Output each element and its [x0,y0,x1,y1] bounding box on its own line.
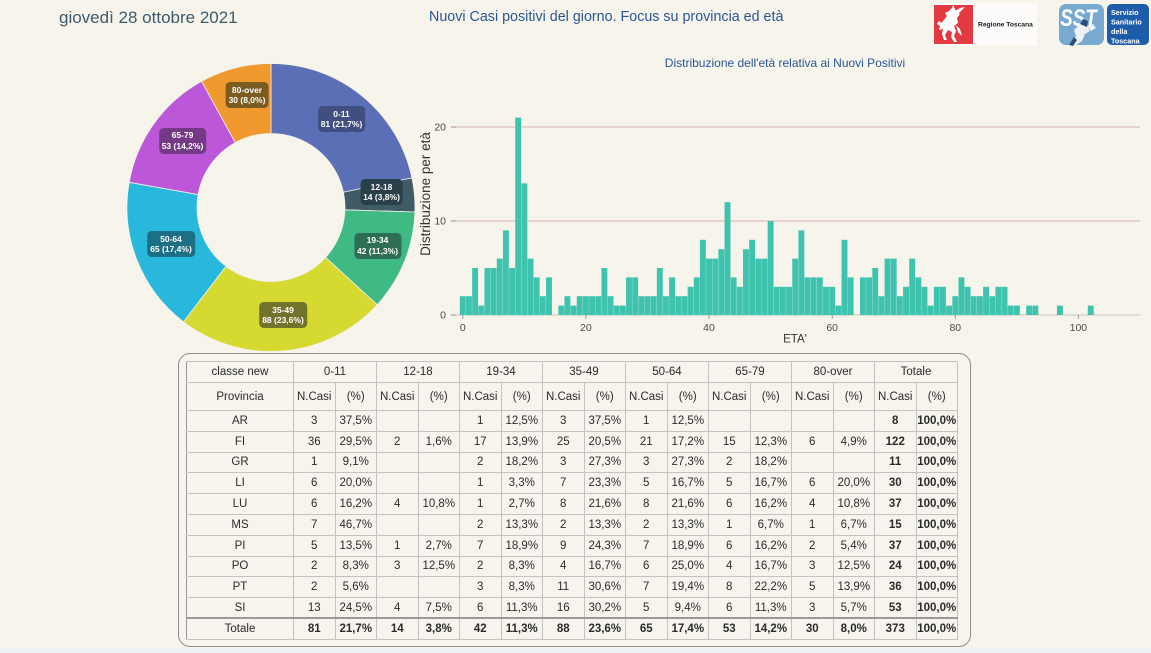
svg-text:20: 20 [580,322,592,334]
svg-text:40: 40 [703,322,715,334]
svg-text:100: 100 [1070,322,1088,334]
svg-text:0: 0 [460,322,466,334]
svg-text:80: 80 [949,322,961,334]
svg-text:Sanitario: Sanitario [1111,18,1142,27]
svg-text:Toscana: Toscana [1111,37,1141,46]
svg-text:ETA': ETA' [783,334,807,346]
svg-text:Regione Toscana: Regione Toscana [978,22,1033,29]
svg-text:della: della [1111,27,1128,36]
svg-text:0: 0 [440,310,446,322]
svg-text:10: 10 [434,216,446,228]
svg-text:Servizio: Servizio [1111,8,1139,17]
svg-text:60: 60 [826,322,838,334]
svg-text:20: 20 [434,122,446,134]
